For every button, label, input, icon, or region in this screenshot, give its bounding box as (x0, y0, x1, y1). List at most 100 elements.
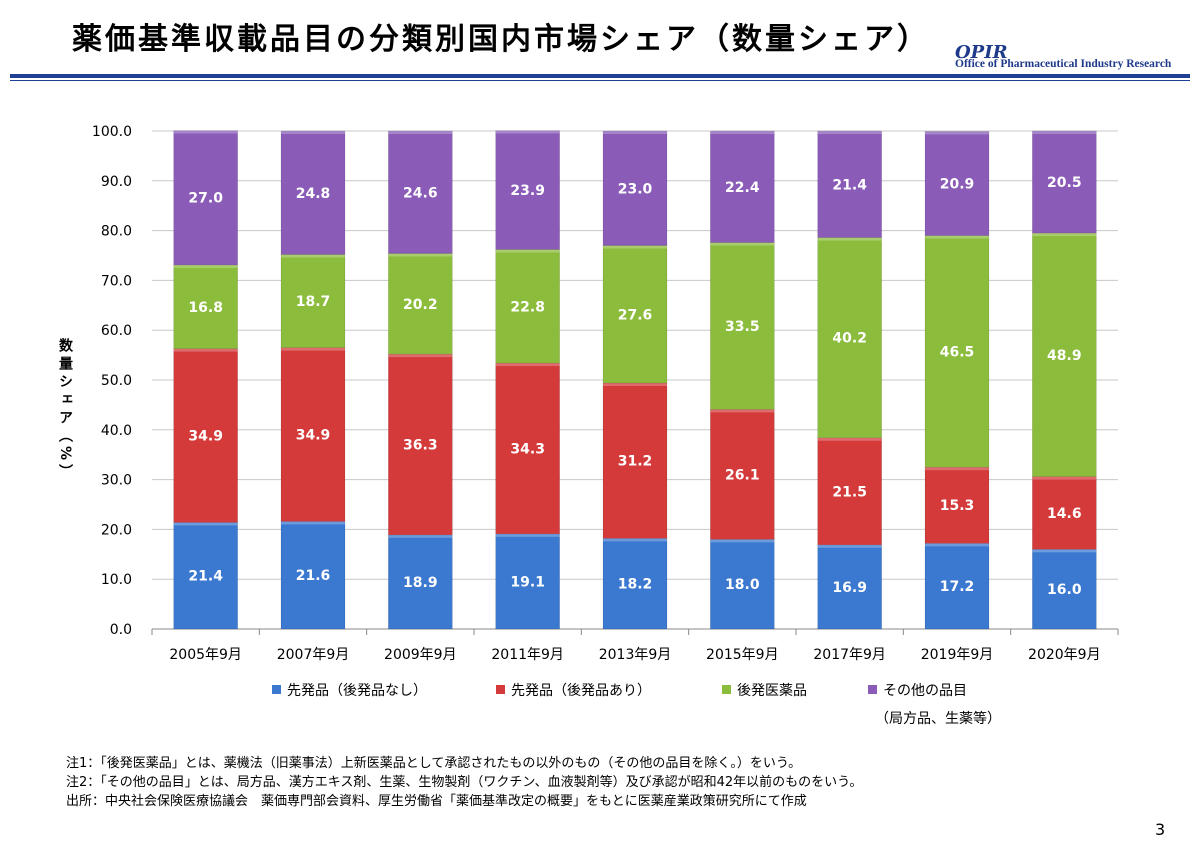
bar-segment (602, 245, 668, 384)
legend-label: 先発品（後発品なし） (287, 683, 427, 699)
bar-highlight (388, 354, 453, 358)
bar-highlight (495, 130, 560, 134)
data-label: 40.2 (832, 331, 867, 347)
bar-segment (173, 264, 238, 349)
bar-highlight (925, 467, 989, 471)
data-label: 34.3 (510, 441, 545, 457)
bar-highlight (281, 131, 345, 134)
y-tick-label: 50.0 (101, 373, 132, 389)
footnote-1: 注1：「後発医薬品」とは、薬機法（旧薬事法）上新医薬品として承認されたもの以外の… (66, 756, 802, 771)
bar-highlight (925, 235, 989, 239)
bar-segment (924, 131, 990, 236)
y-tick-label: 70.0 (101, 273, 132, 289)
x-tick-label: 2011年9月 (491, 647, 564, 663)
data-label: 36.3 (403, 437, 438, 453)
legend-other-subtext: （局方品、生薬等） (875, 711, 1001, 727)
bar-segment (1032, 549, 1097, 630)
bar-highlight (1032, 233, 1097, 237)
legend-label: その他の品目 (883, 683, 967, 699)
data-label: 21.6 (296, 568, 331, 584)
bar-highlight (173, 130, 238, 134)
bar-segment (924, 543, 990, 630)
bar-highlight (173, 264, 238, 268)
bar-segment (495, 533, 560, 630)
data-label: 20.5 (1047, 175, 1082, 191)
bar-highlight (817, 131, 882, 134)
bar-segment (280, 130, 346, 255)
bar-highlight (495, 363, 560, 367)
bar-highlight (817, 544, 882, 548)
data-label: 34.9 (296, 428, 331, 444)
data-label: 18.2 (618, 577, 653, 593)
x-tick-label: 2007年9月 (277, 647, 350, 663)
legend-item-other: その他の品目 (868, 680, 967, 700)
bar-segment (495, 362, 560, 535)
y-axis-label: 数量シェア（%） (57, 338, 73, 483)
bar-segment (388, 353, 453, 536)
bar-segment (817, 237, 882, 439)
bar-segment (495, 130, 560, 250)
source-note: 出所：中央社会保険医療協議会 薬価専門部会資料、厚生労働省「薬価基準改定の概要」… (66, 794, 807, 809)
bar-segment (280, 521, 346, 630)
y-tick-label: 20.0 (101, 522, 132, 538)
y-tick-label: 80.0 (101, 224, 132, 240)
data-label: 22.8 (510, 299, 545, 315)
x-tick-label: 2017年9月 (813, 647, 886, 663)
x-tick-label: 2015年9月 (706, 647, 779, 663)
y-tick-label: 30.0 (101, 473, 132, 489)
x-tick-label: 2005年9月 (169, 647, 242, 663)
data-label: 16.9 (832, 580, 867, 596)
y-tick-label: 10.0 (101, 572, 132, 588)
bar-segment (602, 130, 668, 246)
data-label: 24.8 (296, 186, 331, 202)
bar-highlight (925, 543, 989, 547)
legend-label: 先発品（後発品あり） (511, 683, 651, 699)
data-label: 33.5 (725, 319, 760, 335)
x-tick-label: 2019年9月 (921, 647, 994, 663)
bar-highlight (495, 533, 560, 537)
bar-segment (1032, 476, 1097, 550)
data-label: 19.1 (510, 574, 545, 590)
data-label: 26.1 (725, 467, 760, 483)
bar-segment (1032, 130, 1097, 234)
bar-segment (1032, 232, 1097, 477)
legend-swatch-purple (868, 685, 877, 694)
page-title: 薬価基準収載品目の分類別国内市場シェア（数量シェア） (72, 22, 930, 57)
bar-segment (817, 544, 882, 630)
bar-highlight (1032, 131, 1097, 134)
data-label: 22.4 (725, 180, 760, 196)
legend-swatch-blue (272, 685, 281, 694)
bar-segment (280, 254, 346, 348)
bar-segment (173, 130, 238, 266)
footnote-2: 注2：「その他の品目」とは、局方品、漢方エキス剤、生薬、生物製剤（ワクチン、血液… (66, 775, 863, 790)
bar-segment (710, 539, 775, 630)
bar-segment (602, 538, 668, 630)
legend-label: 後発医薬品 (737, 683, 807, 699)
bar-segment (710, 130, 775, 243)
bar-segment (388, 534, 453, 630)
bar-highlight (388, 131, 453, 134)
data-label: 18.9 (403, 575, 438, 591)
bar-highlight (603, 538, 667, 542)
bar-highlight (388, 534, 453, 538)
page-number: 3 (1155, 820, 1166, 839)
bar-highlight (173, 522, 238, 526)
bar-segment (495, 249, 560, 364)
logo-subtitle: Office of Pharmaceutical Industry Resear… (955, 58, 1172, 70)
data-label: 46.5 (940, 344, 975, 360)
x-tick-label: 2009年9月 (384, 647, 457, 663)
bar-highlight (817, 237, 882, 241)
data-label: 27.0 (188, 191, 223, 207)
bar-highlight (173, 348, 238, 352)
bar-segment (173, 348, 238, 523)
bar-segment (280, 347, 346, 522)
legend-swatch-red (496, 685, 505, 694)
bar-segment (924, 235, 990, 468)
data-label: 17.2 (940, 579, 975, 595)
data-label: 21.5 (832, 484, 867, 500)
data-label: 23.0 (618, 181, 653, 197)
y-tick-label: 90.0 (101, 174, 132, 190)
bar-highlight (281, 521, 345, 525)
bar-segment (388, 130, 453, 254)
opir-logo: OPIR (955, 42, 1008, 63)
